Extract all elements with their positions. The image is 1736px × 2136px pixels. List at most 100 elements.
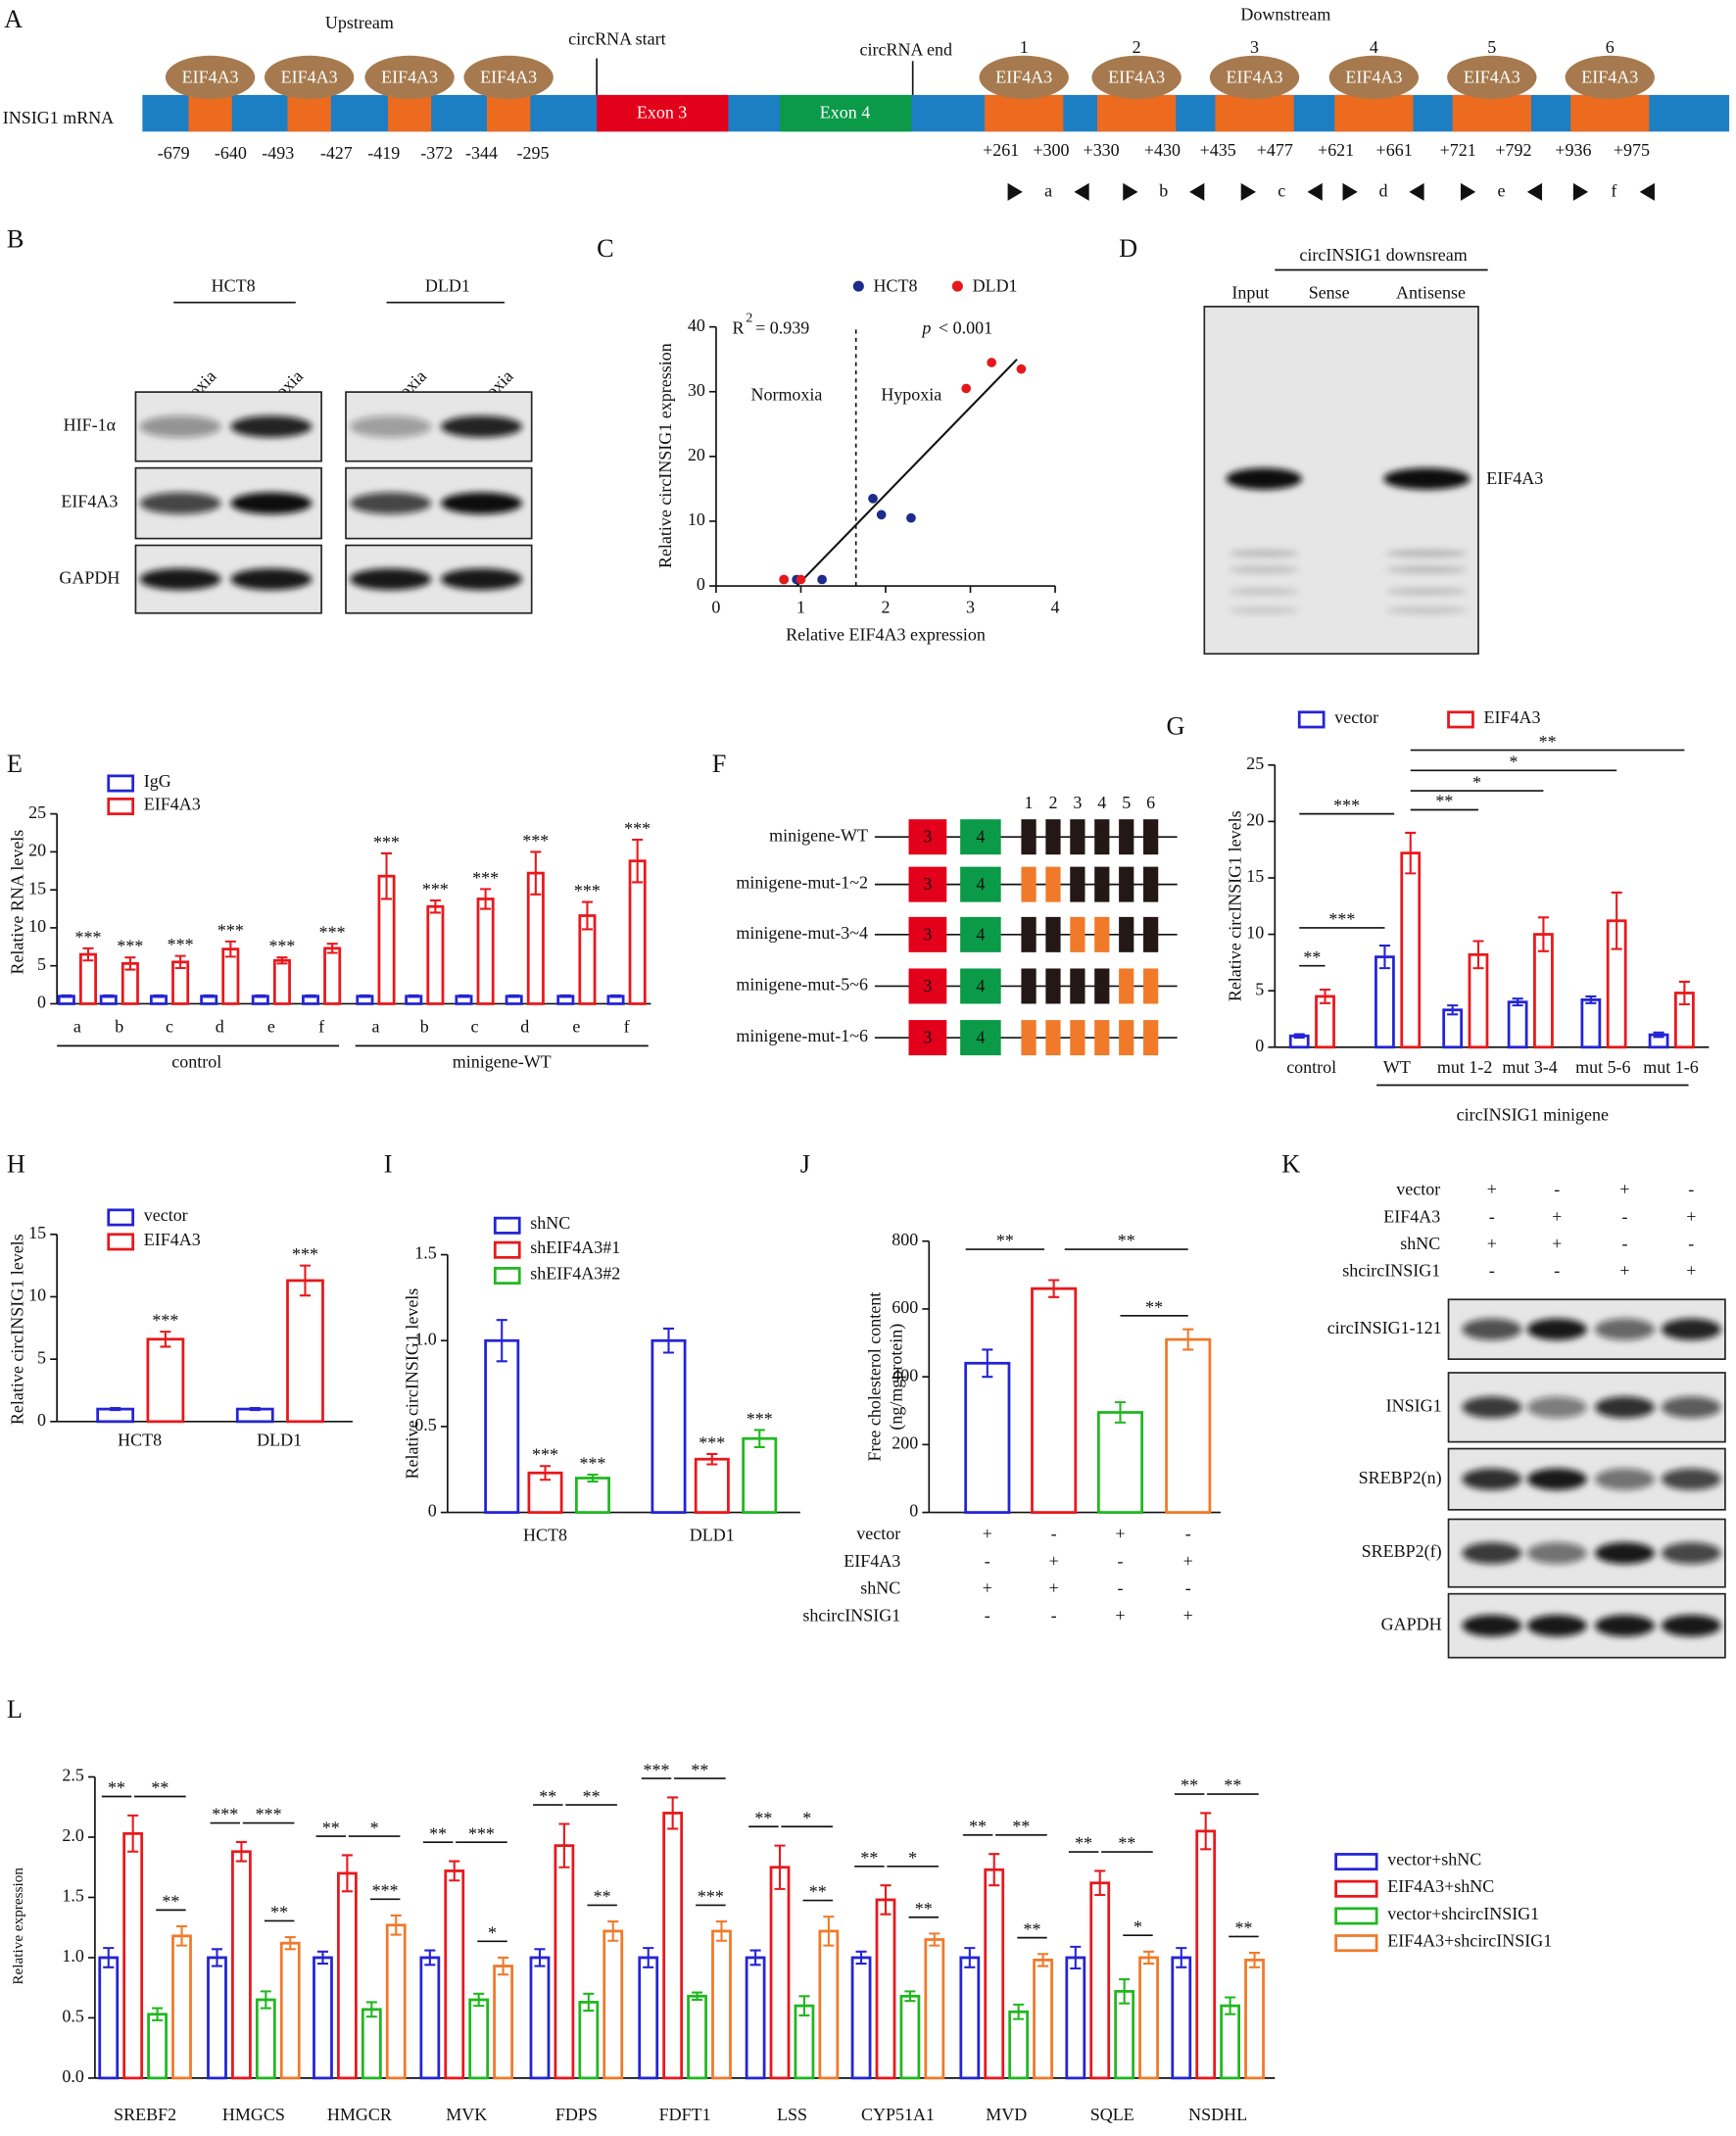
blot-band bbox=[350, 492, 432, 514]
significance-label: ** bbox=[583, 1786, 601, 1806]
blot-band bbox=[1661, 1468, 1721, 1490]
position-label: +721 bbox=[1440, 140, 1476, 160]
x-axis-label: Relative EIF4A3 expression bbox=[786, 624, 986, 644]
error-bar bbox=[305, 994, 316, 998]
blot-band bbox=[1661, 1542, 1721, 1565]
y-tick-label: 5 bbox=[37, 954, 46, 974]
error-bar bbox=[82, 947, 94, 962]
significance-label: * bbox=[1133, 1917, 1142, 1936]
binding-site bbox=[1119, 916, 1134, 952]
position-label: +261 bbox=[983, 140, 1019, 160]
y-tick-label: 600 bbox=[892, 1297, 918, 1317]
condition-sign: - bbox=[1051, 1524, 1057, 1543]
bar bbox=[1138, 1956, 1159, 2080]
bar bbox=[313, 1956, 333, 2080]
bar bbox=[742, 1436, 778, 1514]
legend-swatch bbox=[1334, 1853, 1378, 1871]
significance-label: ** bbox=[691, 1760, 708, 1779]
y-tick-label: 10 bbox=[28, 1286, 46, 1305]
exon bbox=[908, 916, 947, 952]
condition-sign: - bbox=[1185, 1524, 1191, 1543]
primer-label: e bbox=[1498, 181, 1506, 201]
condition-label: shcircINSIG1 bbox=[1342, 1261, 1440, 1281]
exon-label: Exon 3 bbox=[637, 102, 687, 121]
bar bbox=[651, 1338, 687, 1514]
position-label: -372 bbox=[420, 143, 453, 163]
significance-label: *** bbox=[319, 923, 346, 943]
significance-label: *** bbox=[532, 1445, 558, 1465]
binding-site bbox=[287, 94, 331, 132]
error-bar bbox=[1585, 995, 1597, 1004]
error-bar bbox=[929, 1932, 940, 1947]
binding-site bbox=[1094, 819, 1110, 855]
significance-label: ** bbox=[108, 1778, 125, 1798]
error-bar bbox=[61, 994, 72, 998]
bar bbox=[603, 1929, 624, 2080]
y-tick-label: 2.5 bbox=[62, 1766, 83, 1785]
y-axis-label: Relative circINSIG1 expression bbox=[655, 343, 675, 568]
r-squared: = 0.939 bbox=[755, 318, 809, 338]
error-bar bbox=[381, 851, 393, 900]
x-tick-label: HCT8 bbox=[523, 1526, 567, 1545]
x-tick-label: MVD bbox=[986, 2105, 1027, 2124]
position-label: -419 bbox=[367, 143, 400, 163]
x-tick-label: HCT8 bbox=[118, 1431, 162, 1450]
position-label: +330 bbox=[1084, 140, 1120, 160]
y-tick-label: 400 bbox=[892, 1365, 918, 1384]
error-bar bbox=[326, 943, 338, 954]
error-bar bbox=[1225, 1996, 1236, 2015]
y-tick-label: 15 bbox=[28, 1223, 46, 1242]
legend-label: DLD1 bbox=[973, 276, 1018, 296]
significance-label: *** bbox=[1333, 796, 1360, 815]
position-label: -427 bbox=[320, 143, 353, 163]
legend-label: vector+shNC bbox=[1387, 1849, 1481, 1869]
exon-label: 4 bbox=[976, 874, 985, 894]
blot-band bbox=[1462, 1318, 1522, 1340]
y-tick-label: 0 bbox=[37, 1410, 46, 1430]
error-bar bbox=[284, 1936, 296, 1951]
position-label: -295 bbox=[517, 143, 550, 163]
legend-swatch bbox=[1334, 1934, 1378, 1953]
error-bar bbox=[224, 940, 236, 958]
significance-label: ** bbox=[809, 1882, 827, 1902]
scatter-point bbox=[961, 383, 972, 394]
binding-site bbox=[1045, 968, 1061, 1004]
significance-label: *** bbox=[268, 937, 295, 956]
eif4a3-protein bbox=[364, 55, 455, 100]
significance-label: ** bbox=[162, 1892, 179, 1912]
bar bbox=[98, 1956, 120, 2080]
significance-label: ** bbox=[1435, 792, 1453, 811]
primer-label: f bbox=[1611, 181, 1616, 201]
error-bar bbox=[1114, 1401, 1127, 1424]
bar bbox=[1374, 955, 1395, 1049]
significance-label: *** bbox=[698, 1887, 724, 1907]
significance-label: ** bbox=[322, 1818, 340, 1837]
primer-label: c bbox=[1278, 181, 1285, 201]
bar bbox=[323, 947, 342, 1005]
mutated-site bbox=[1094, 916, 1110, 952]
legend-label: HCT8 bbox=[874, 276, 918, 296]
legend-label: vector bbox=[144, 1205, 188, 1225]
exon-label: 4 bbox=[976, 1028, 985, 1047]
region-label: Downstream bbox=[1240, 5, 1330, 24]
error-bar bbox=[559, 994, 571, 998]
y-tick-label: 1.5 bbox=[62, 1886, 83, 1906]
significance-label: ** bbox=[1234, 1918, 1252, 1938]
bar bbox=[1033, 1959, 1053, 2080]
band-label: EIF4A3 bbox=[1486, 468, 1543, 488]
region-label: Hypoxia bbox=[881, 384, 941, 404]
position-label: +477 bbox=[1257, 140, 1293, 160]
position-label: +430 bbox=[1144, 140, 1181, 160]
bar bbox=[769, 1866, 791, 2080]
significance-label: *** bbox=[168, 935, 194, 954]
bar bbox=[444, 1869, 465, 2080]
y-tick-label: 20 bbox=[28, 841, 46, 860]
exon-label: 3 bbox=[923, 976, 932, 995]
blot-band bbox=[1661, 1318, 1721, 1340]
y-tick-label: 0.5 bbox=[62, 2007, 83, 2026]
region-label: Upstream bbox=[325, 13, 394, 32]
bar bbox=[818, 1929, 840, 2080]
error-bar bbox=[662, 1327, 675, 1354]
bar bbox=[578, 2001, 600, 2080]
x-tick-label: FDPS bbox=[555, 2105, 598, 2124]
